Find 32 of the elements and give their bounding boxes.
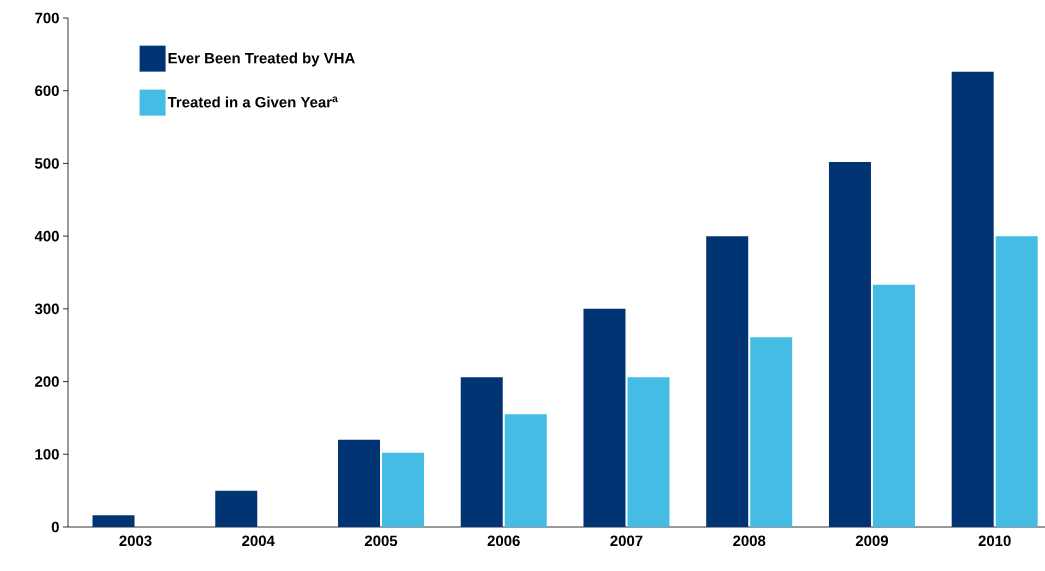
y-tick-label: 200 <box>35 376 59 387</box>
x-tick-label: 2005 <box>364 535 398 547</box>
x-tick-label: 2003 <box>119 535 152 547</box>
bar <box>951 71 994 527</box>
bar <box>460 377 503 527</box>
bar <box>337 439 380 527</box>
y-tick-label: 600 <box>35 85 59 96</box>
x-tick-label: 2004 <box>242 535 275 547</box>
bar <box>583 308 626 527</box>
x-tick-label: 2006 <box>487 535 520 547</box>
bar <box>504 414 547 527</box>
y-tick-label: 300 <box>34 303 59 315</box>
x-tick-label: 2010 <box>978 535 1011 547</box>
bar <box>706 236 749 527</box>
x-tick-label: 2009 <box>855 535 889 547</box>
bar <box>750 337 793 527</box>
bar <box>828 161 871 527</box>
x-tick-label: 2007 <box>610 535 643 547</box>
x-tick-label: 2008 <box>733 535 766 547</box>
legend-label: Treated in a Given Year$^{a}$ <box>167 96 338 108</box>
y-tick-label: 700 <box>35 12 59 24</box>
bar <box>995 236 1038 527</box>
bar <box>872 284 915 527</box>
bar <box>381 452 424 527</box>
y-tick-label: 400 <box>34 230 59 242</box>
bar <box>92 515 135 527</box>
legend-label: Ever Been Treated by VHA <box>168 52 355 67</box>
bar <box>215 490 258 527</box>
y-tick-label: 100 <box>35 448 59 460</box>
y-tick-label: 500 <box>35 158 59 169</box>
y-tick-label: 0 <box>51 521 59 533</box>
bar <box>627 377 670 527</box>
